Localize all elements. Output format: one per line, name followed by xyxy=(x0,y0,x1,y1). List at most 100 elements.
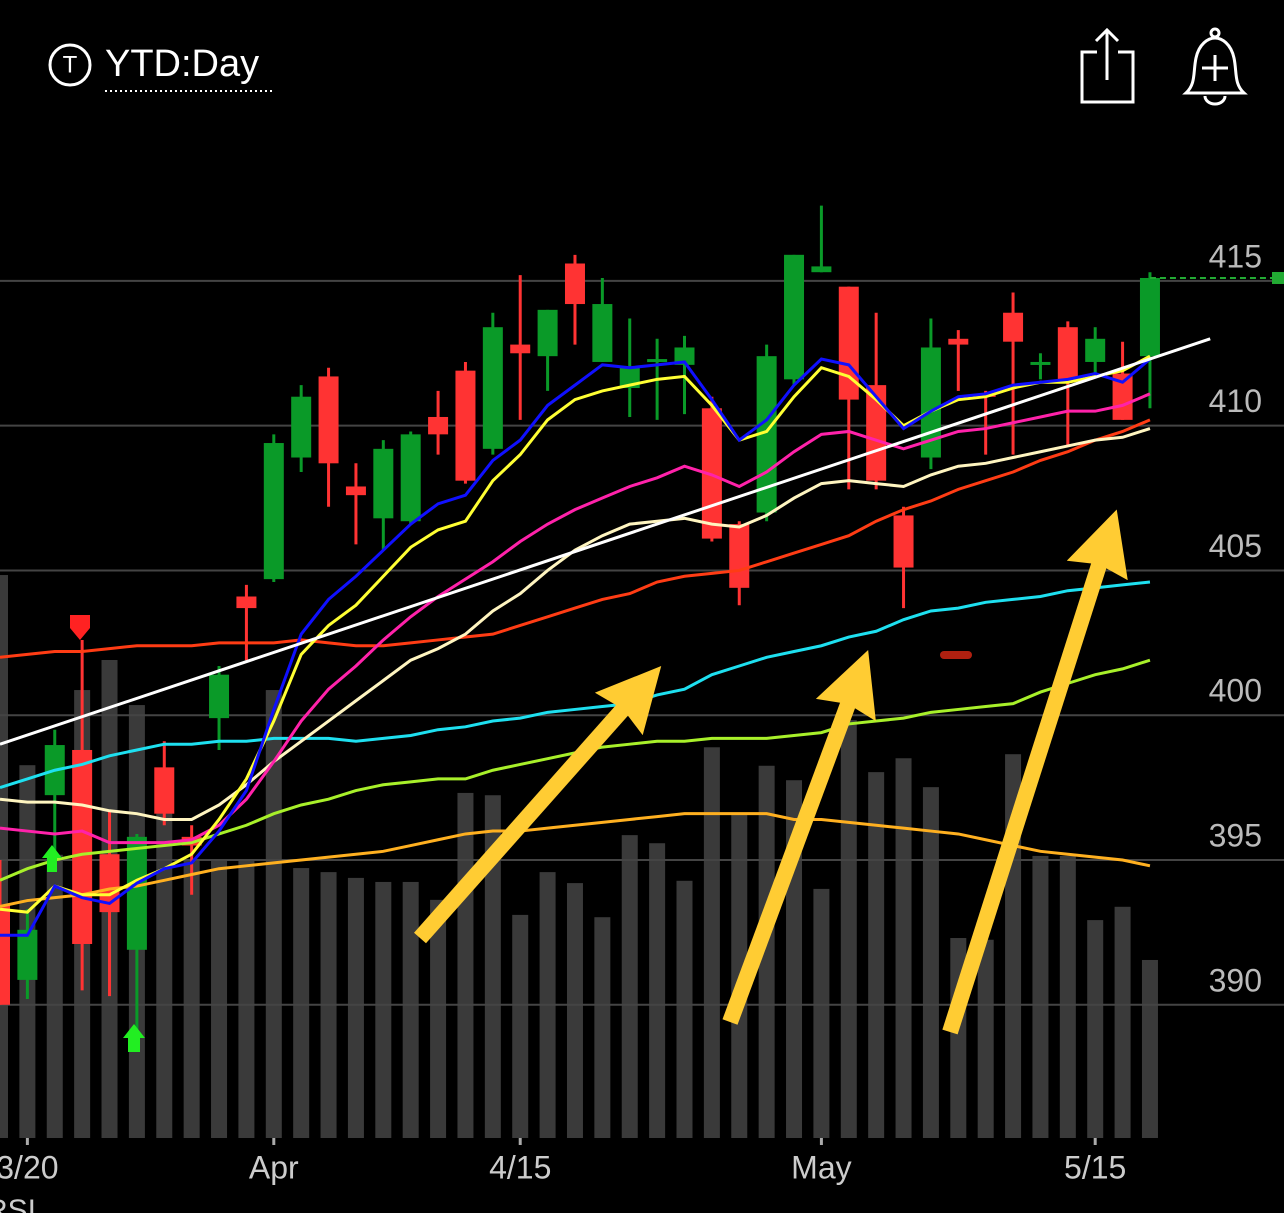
candle-body xyxy=(592,304,613,362)
candle-body xyxy=(291,396,312,458)
volume-bar xyxy=(649,843,666,1138)
volume-bar xyxy=(238,859,255,1138)
volume-bar xyxy=(1059,855,1076,1138)
buy-signal xyxy=(42,845,62,872)
candle-body xyxy=(428,416,449,435)
candle-body xyxy=(72,749,93,944)
header: T YTD:Day xyxy=(48,27,1248,106)
candle-body xyxy=(482,327,503,449)
volume-bar xyxy=(813,888,830,1138)
candle-body xyxy=(400,434,421,522)
volume-bar xyxy=(1141,959,1158,1138)
volume-bar xyxy=(375,881,392,1138)
moving-average-line xyxy=(0,580,1151,790)
icon-letter: T xyxy=(63,51,78,78)
candle-body xyxy=(0,904,10,1005)
volume-bar xyxy=(293,868,310,1138)
moving-average-line xyxy=(0,812,1151,908)
candle-body xyxy=(537,309,558,357)
x-tick-label: Apr xyxy=(249,1149,299,1185)
annotation-arrow xyxy=(722,650,876,1025)
moving-average-line xyxy=(0,354,1151,914)
candle-body xyxy=(1085,338,1106,362)
volume-bar xyxy=(430,899,447,1138)
candle-body xyxy=(674,347,695,365)
volume-bar xyxy=(594,917,611,1138)
candle-body xyxy=(1003,312,1024,342)
candle-body xyxy=(126,836,147,950)
x-tick-label: 5/15 xyxy=(1064,1149,1126,1185)
volume-bar xyxy=(566,883,583,1138)
alert-button[interactable] xyxy=(1182,27,1248,106)
candle-body xyxy=(263,443,284,580)
candle-body xyxy=(154,767,175,814)
volume-bar xyxy=(758,765,775,1138)
buy-signal xyxy=(123,1024,145,1052)
y-tick-label: 405 xyxy=(1209,528,1262,564)
volume-bar xyxy=(211,859,228,1138)
candle-body xyxy=(209,674,230,719)
candle-body xyxy=(236,596,257,609)
moving-average-line xyxy=(0,357,1151,937)
candle-body xyxy=(1112,373,1133,420)
y-tick-label: 395 xyxy=(1209,817,1262,853)
candle-body xyxy=(318,376,339,464)
volume-bar xyxy=(457,792,474,1138)
candle-body xyxy=(345,486,366,496)
candle-body xyxy=(893,515,914,568)
last-price-marker xyxy=(1272,271,1284,284)
candle-body xyxy=(948,338,969,345)
y-tick-label: 415 xyxy=(1209,238,1262,274)
candle-body xyxy=(729,524,750,588)
candle-body xyxy=(784,254,805,380)
candle-body xyxy=(647,359,668,363)
indicator-label: RSI xyxy=(0,1194,36,1213)
candle-body xyxy=(510,344,531,354)
y-tick-label: 390 xyxy=(1209,962,1262,998)
sell-signal xyxy=(70,615,90,640)
candle-body xyxy=(1139,277,1160,357)
candle-body xyxy=(17,929,38,980)
volume-bar xyxy=(484,795,501,1138)
x-tick-label: 4/15 xyxy=(489,1149,551,1185)
volume-bar xyxy=(1087,920,1104,1138)
trendline xyxy=(0,337,1211,746)
volume-bar xyxy=(621,835,638,1138)
volume-bar xyxy=(868,772,885,1138)
x-tick-label: 3/20 xyxy=(0,1149,59,1185)
annotation-arrow xyxy=(414,666,662,944)
volume-bar xyxy=(265,690,282,1138)
timeframe-title[interactable]: YTD:Day xyxy=(105,43,259,85)
volume-bar xyxy=(347,877,364,1138)
y-tick-label: 400 xyxy=(1209,673,1262,709)
candle-body xyxy=(373,448,394,519)
volume-bar xyxy=(46,854,63,1138)
volume-bar xyxy=(1032,855,1049,1138)
candle-body xyxy=(811,266,832,273)
y-tick-label: 410 xyxy=(1209,383,1262,419)
volume-bar xyxy=(840,720,857,1138)
candle-body xyxy=(99,854,120,913)
volume-bar xyxy=(0,575,8,1138)
volume-bar xyxy=(703,747,720,1138)
candle-body xyxy=(866,385,887,481)
candle-body xyxy=(1030,361,1051,365)
volume-bar xyxy=(512,914,529,1138)
candle-body xyxy=(455,370,476,481)
share-button[interactable] xyxy=(1080,27,1135,104)
volume-bar xyxy=(895,758,912,1138)
moving-average-line xyxy=(0,418,1151,659)
volume-bar xyxy=(1114,906,1131,1138)
annotations xyxy=(42,509,1128,1052)
volume-bar xyxy=(977,939,994,1138)
volume-bar xyxy=(676,880,693,1138)
marker xyxy=(940,651,972,659)
x-tick-label: May xyxy=(791,1149,851,1185)
volume-bar xyxy=(402,881,419,1138)
volume-bar xyxy=(922,787,939,1138)
volume-bar xyxy=(156,805,173,1138)
timeframe-icon[interactable] xyxy=(48,43,92,87)
annotation-arrow xyxy=(942,509,1128,1035)
